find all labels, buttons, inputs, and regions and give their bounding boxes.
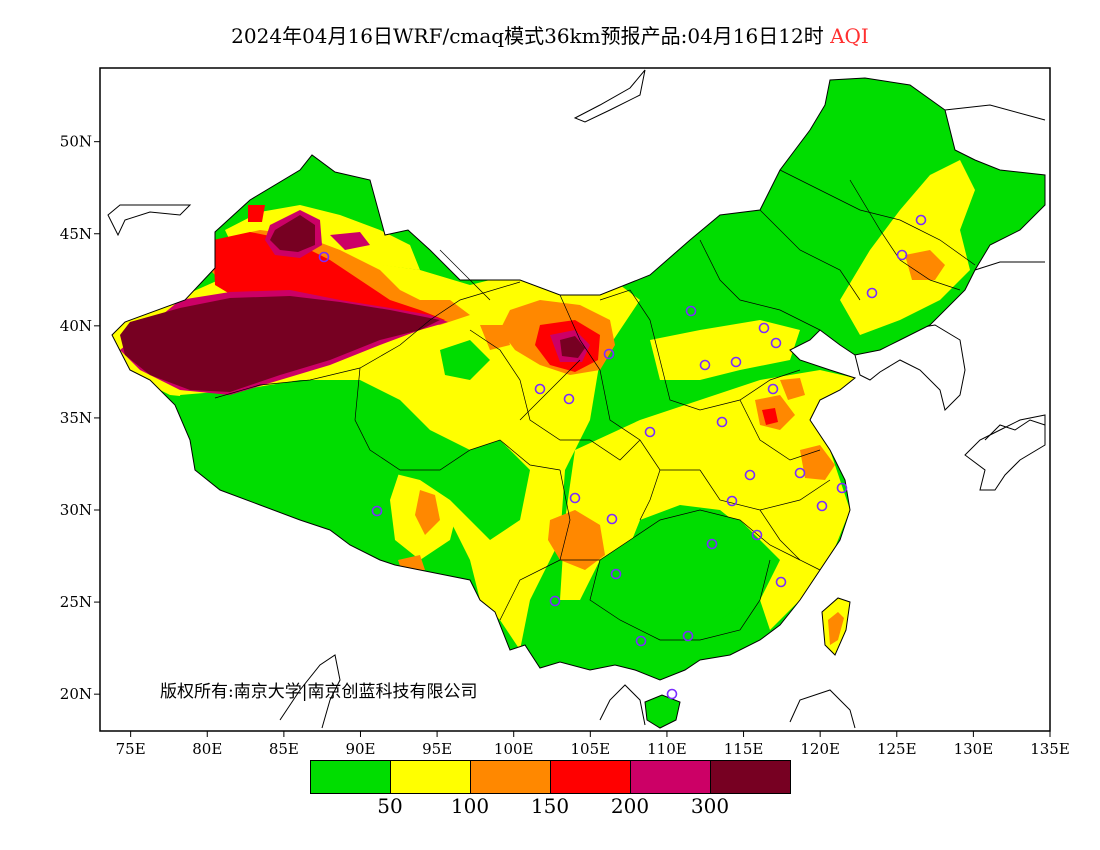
station-marker [666, 688, 678, 700]
station-markers [318, 214, 927, 700]
station-marker [716, 416, 728, 428]
station-marker [751, 529, 763, 541]
station-marker [758, 322, 770, 334]
lon-tick-label: 75E [116, 740, 146, 758]
lat-tick-label: 50N [60, 133, 92, 151]
lat-tick-label: 45N [60, 225, 92, 243]
hainan-island [644, 694, 681, 729]
lon-tick-label: 125E [877, 740, 917, 758]
lon-tick-label: 120E [800, 740, 840, 758]
station-marker [730, 356, 742, 368]
station-marker [682, 630, 694, 642]
copyright-text: 版权所有:南京大学|南京创蓝科技有限公司 [160, 682, 477, 702]
lon-tick-label: 95E [422, 740, 452, 758]
station-marker [767, 383, 779, 395]
station-marker [794, 467, 806, 479]
map-title: 2024年04月16日WRF/cmaq模式36km预报产品:04月16日12时 … [0, 20, 1100, 49]
station-marker [635, 635, 647, 647]
plot-frame [99, 67, 1051, 732]
station-marker [644, 426, 656, 438]
lon-tick-label: 80E [192, 740, 222, 758]
longitude-axis: 75E 80E 85E 90E 95E 100E 105E 110E 115E 120E 125E 1… [116, 731, 1070, 758]
latitude-axis: 20N 25N 30N 35N 40N 45N 50N [60, 133, 100, 703]
station-marker [371, 505, 383, 517]
taiwan-orange-patch [828, 612, 844, 645]
province-borders [214, 169, 976, 641]
station-marker [610, 568, 622, 580]
lon-tick-label: 130E [954, 740, 994, 758]
legend-label: 100 [450, 794, 490, 818]
station-marker [726, 495, 738, 507]
station-marker [606, 513, 618, 525]
lon-tick-label: 115E [724, 740, 764, 758]
legend-label: 50 [377, 794, 403, 818]
lat-tick-label: 20N [60, 685, 92, 703]
station-marker [866, 287, 878, 299]
station-marker [836, 482, 848, 494]
lon-tick-label: 90E [345, 740, 375, 758]
station-marker [706, 538, 718, 550]
station-marker [775, 576, 787, 588]
station-marker [603, 348, 615, 360]
legend-label: 300 [690, 794, 730, 818]
station-marker [896, 249, 908, 261]
station-marker [770, 337, 782, 349]
legend-label: 200 [610, 794, 650, 818]
lat-tick-label: 35N [60, 409, 92, 427]
station-marker [685, 305, 697, 317]
title-variable: AQI [830, 24, 869, 48]
lon-tick-label: 105E [571, 740, 611, 758]
title-text: 2024年04月16日WRF/cmaq模式36km预报产品:04月16日12时 [231, 24, 824, 48]
legend-swatch [311, 761, 391, 793]
station-marker [744, 469, 756, 481]
legend-label: 150 [530, 794, 570, 818]
station-marker [699, 359, 711, 371]
lon-tick-label: 85E [269, 740, 299, 758]
legend-swatch [471, 761, 551, 793]
lon-tick-label: 135E [1030, 740, 1070, 758]
lat-tick-label: 40N [60, 317, 92, 335]
station-marker [816, 500, 828, 512]
station-marker [318, 251, 330, 263]
station-marker [569, 492, 581, 504]
lon-tick-label: 100E [494, 740, 534, 758]
aqi-legend [310, 760, 791, 794]
lon-tick-label: 110E [647, 740, 687, 758]
station-marker [549, 595, 561, 607]
station-marker [915, 214, 927, 226]
station-marker [534, 383, 546, 395]
station-marker [563, 393, 575, 405]
legend-swatch [551, 761, 631, 793]
lat-tick-label: 30N [60, 501, 92, 519]
legend-swatch [631, 761, 711, 793]
legend-swatch [711, 761, 790, 793]
legend-labels: 50 100 150 200 300 [0, 794, 1100, 820]
china-border [111, 77, 1046, 681]
legend-swatch [391, 761, 471, 793]
lat-tick-label: 25N [60, 593, 92, 611]
